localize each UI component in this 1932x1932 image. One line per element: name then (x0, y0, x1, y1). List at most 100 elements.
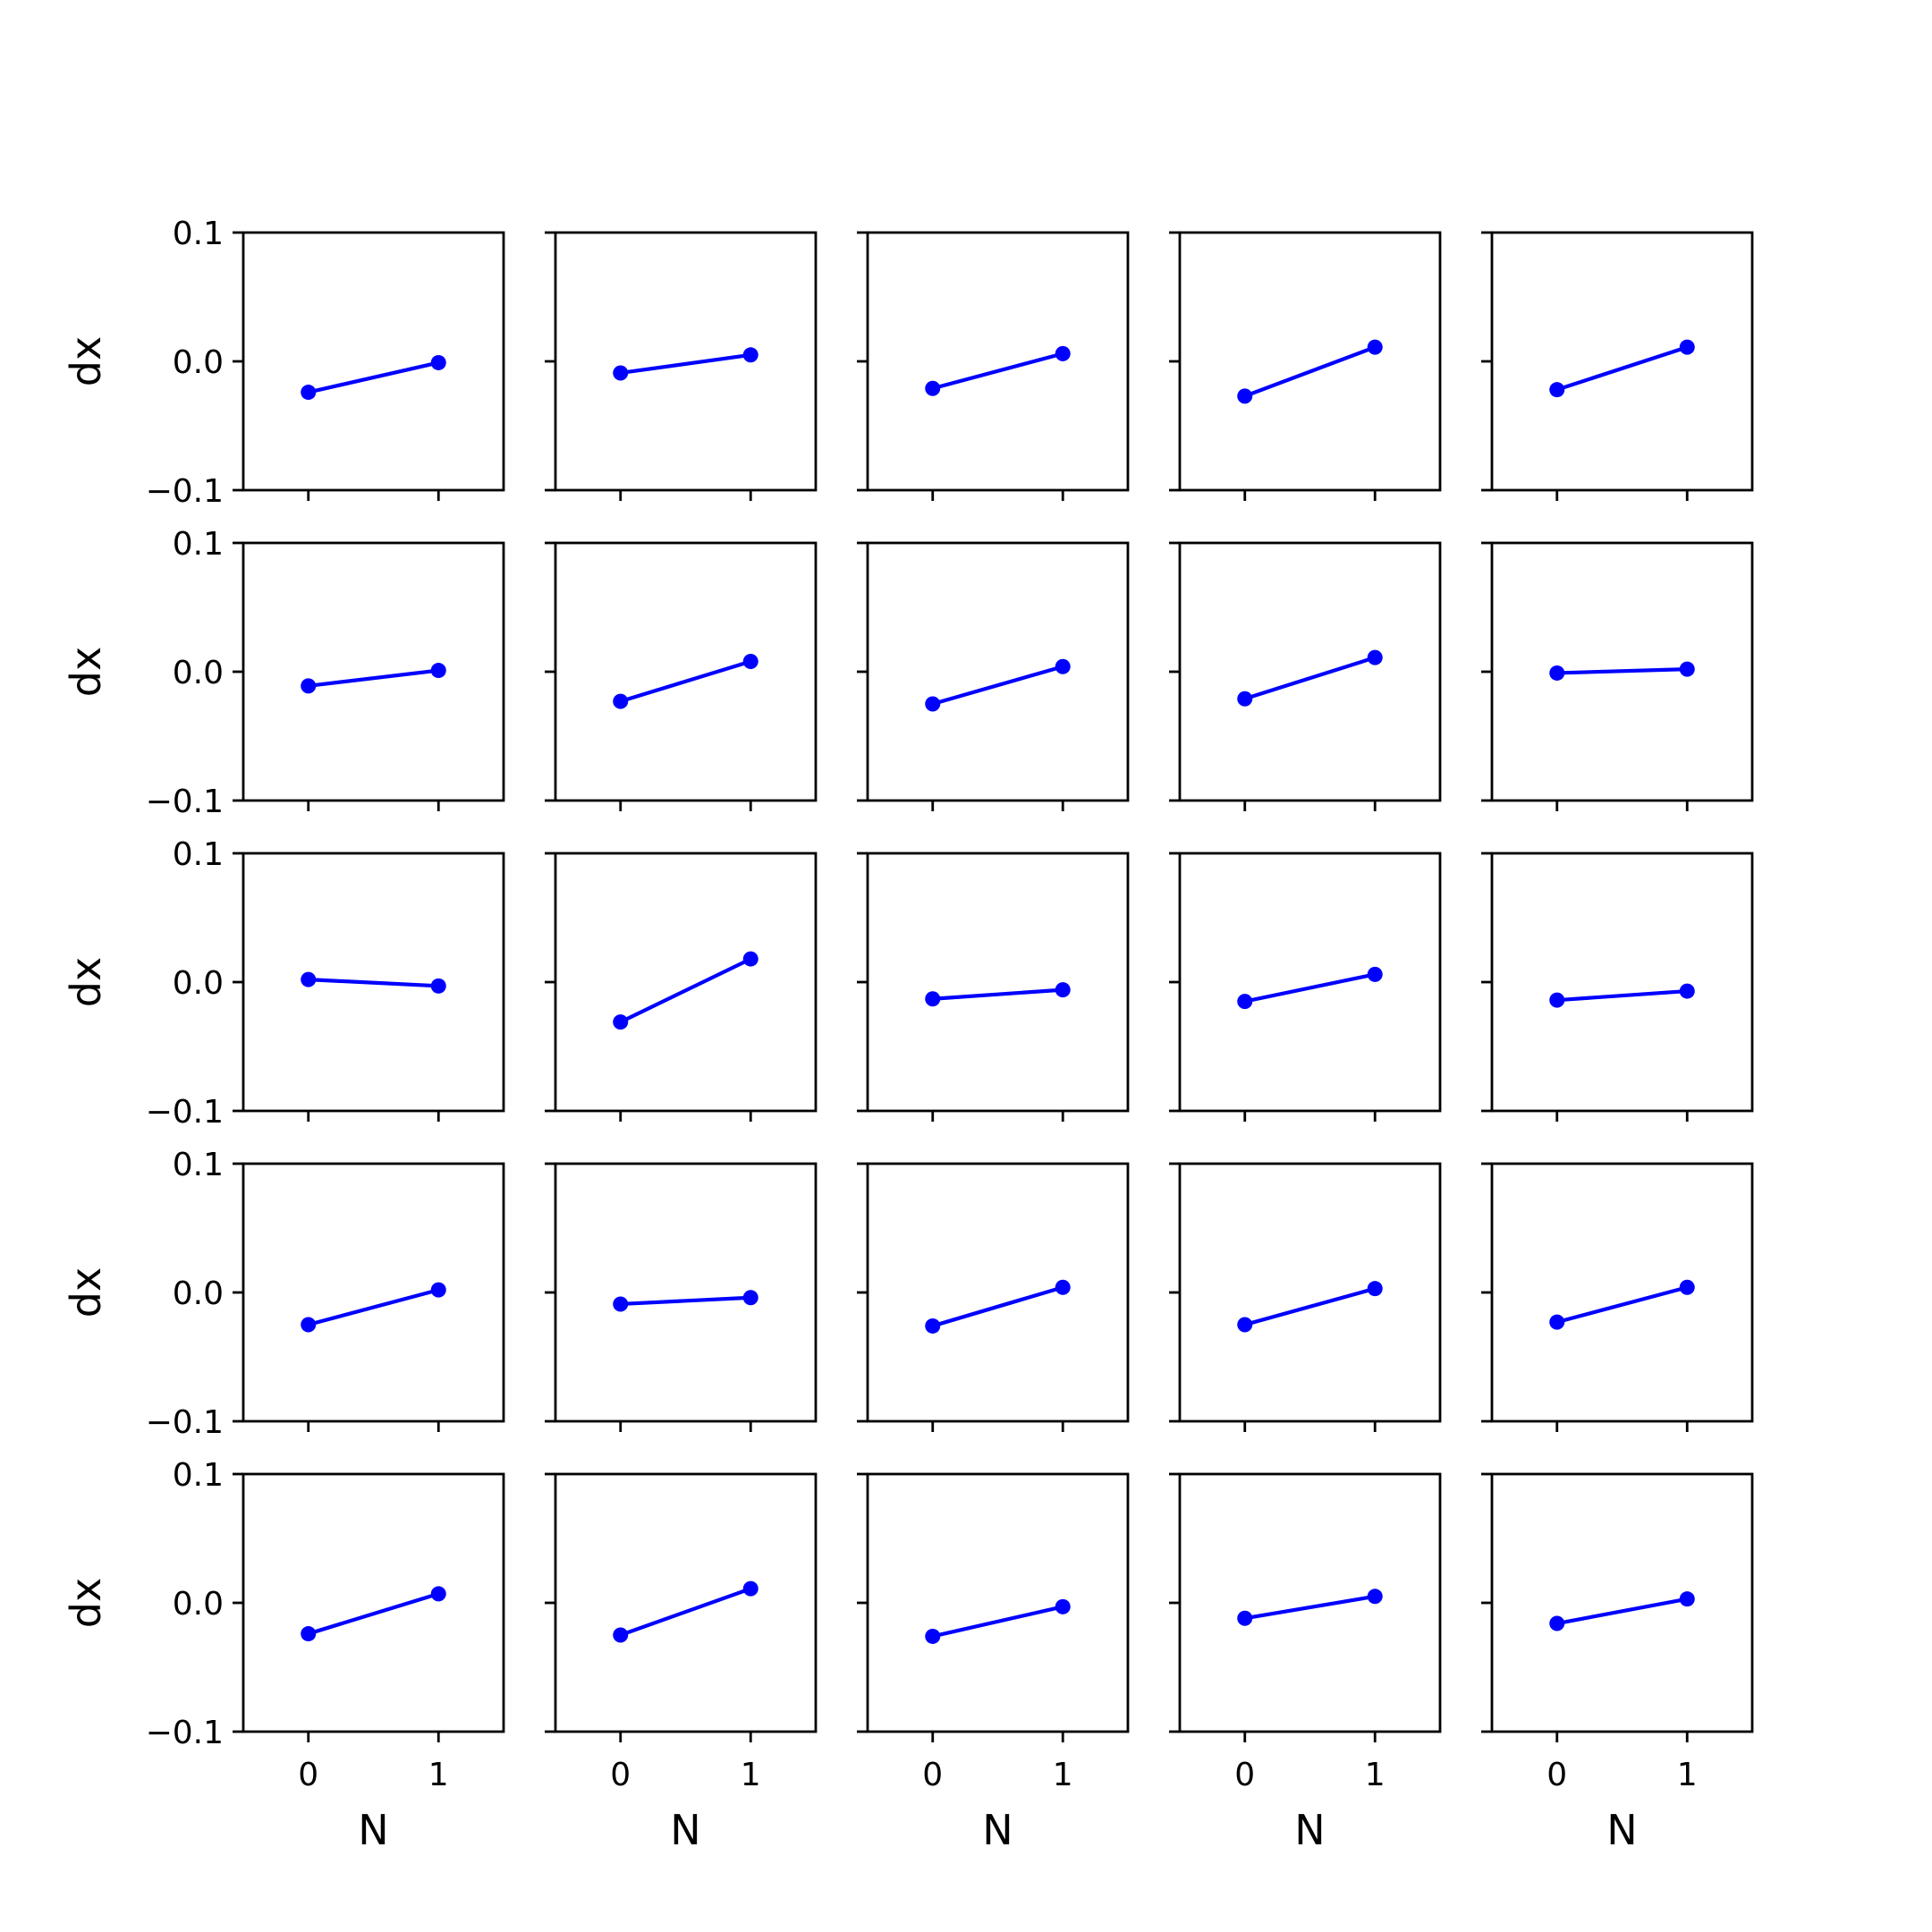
data-point (301, 678, 317, 694)
series-line (932, 665, 1063, 707)
series-line (932, 352, 1063, 391)
panel-3-3 (857, 852, 1130, 1122)
y-tick-label: 0.0 (173, 655, 224, 691)
panels-layer: −0.10.00.1dx−0.10.00.1dx−0.10.00.1dx−0.1… (62, 216, 1754, 1854)
data-point (613, 1296, 629, 1312)
x-tick-label: 1 (741, 1757, 761, 1793)
axes-frame (242, 1162, 505, 1423)
data-point (1679, 983, 1695, 999)
data-point (925, 696, 941, 712)
series-line (308, 360, 439, 394)
y-tick-label: 0.1 (173, 1147, 224, 1183)
axes-frame (1178, 1162, 1442, 1423)
y-tick-label: −0.1 (146, 1715, 224, 1751)
axes-frame (242, 852, 505, 1113)
x-axis-label: N (670, 1806, 700, 1854)
x-tick-label: 1 (1053, 1757, 1073, 1793)
panel-1-2 (545, 231, 818, 501)
data-point (1055, 658, 1071, 674)
data-point (1367, 339, 1383, 355)
y-tick-label: −0.1 (146, 473, 224, 510)
y-tick-label: 0.1 (173, 216, 224, 252)
data-point (742, 653, 758, 669)
panel-5-3: 0 1 N (857, 1472, 1130, 1854)
series-line (308, 1288, 439, 1327)
axes-frame (1490, 231, 1754, 492)
panel-5-1: −0.1 0.0 0.1 0 1 dx N (62, 1457, 505, 1854)
data-point (925, 1628, 941, 1644)
x-tick-label: 0 (298, 1757, 318, 1793)
y-tick-label: 0.1 (173, 1457, 224, 1494)
axes-frame (1490, 1472, 1754, 1733)
series-line (1556, 1597, 1688, 1626)
y-axis-label: dx (62, 336, 110, 386)
data-point (613, 365, 629, 381)
series-line (620, 1295, 751, 1307)
data-point (430, 354, 446, 370)
axes-frame (866, 541, 1130, 802)
panel-1-3 (857, 231, 1130, 501)
x-axis-label: N (358, 1806, 388, 1854)
series-line (619, 957, 752, 1024)
panel-5-2: 0 1 N (545, 1472, 818, 1854)
axes-frame (242, 231, 505, 492)
data-point (1679, 339, 1695, 355)
data-point (1055, 1279, 1071, 1295)
data-point (742, 347, 758, 363)
x-tick-label: 0 (610, 1757, 631, 1793)
data-point (1237, 388, 1253, 404)
data-point (430, 978, 446, 994)
data-point (1237, 1610, 1253, 1626)
x-tick-label: 1 (428, 1757, 449, 1793)
series-line (620, 352, 751, 376)
axes-frame (1178, 231, 1442, 492)
data-point (1237, 994, 1253, 1010)
x-tick-label: 1 (1677, 1757, 1698, 1793)
panel-4-2 (545, 1162, 818, 1432)
axes-frame (866, 852, 1130, 1113)
data-point (1367, 649, 1383, 665)
y-tick-label: 0.0 (173, 1275, 224, 1312)
panel-5-5: 0 1 N (1481, 1472, 1754, 1854)
series-line (620, 1587, 751, 1637)
data-point (1679, 1591, 1695, 1607)
data-point (1679, 1279, 1695, 1295)
data-point (430, 1282, 446, 1298)
axes-frame (554, 1162, 818, 1423)
panel-4-4 (1169, 1162, 1442, 1432)
x-axis-label: N (1606, 1806, 1637, 1854)
series-line (1244, 972, 1376, 1004)
x-axis-label: N (1294, 1806, 1325, 1854)
axes-frame (554, 852, 818, 1113)
y-tick-label: 0.0 (173, 344, 224, 381)
y-axis-label: dx (62, 1578, 110, 1628)
series-line (1556, 988, 1688, 1003)
data-point (613, 1627, 629, 1643)
data-point (742, 1290, 758, 1306)
data-point (301, 1626, 317, 1642)
y-tick-label: −0.1 (146, 784, 224, 820)
data-point (1055, 982, 1071, 998)
data-point (613, 1014, 629, 1030)
data-point (1367, 1589, 1383, 1605)
data-point (301, 971, 317, 987)
data-point (1237, 691, 1253, 707)
y-tick-label: 0.1 (173, 526, 224, 563)
x-tick-label: 1 (1365, 1757, 1385, 1793)
data-point (301, 385, 317, 401)
data-point (1679, 661, 1695, 677)
series-line (1244, 1594, 1376, 1621)
data-point (301, 1317, 317, 1333)
series-line (620, 659, 751, 704)
series-line (932, 987, 1063, 1001)
axes-frame (866, 1162, 1130, 1423)
y-tick-label: −0.1 (146, 1094, 224, 1131)
data-point (1055, 345, 1071, 361)
panel-4-1: −0.1 0.0 0.1 dx (62, 1147, 505, 1441)
y-axis-label: dx (62, 1267, 110, 1318)
panel-4-3 (857, 1162, 1130, 1432)
x-tick-label: 0 (1234, 1757, 1255, 1793)
panel-1-1: −0.1 0.0 0.1 dx (62, 216, 505, 510)
axes-frame (554, 1472, 818, 1733)
